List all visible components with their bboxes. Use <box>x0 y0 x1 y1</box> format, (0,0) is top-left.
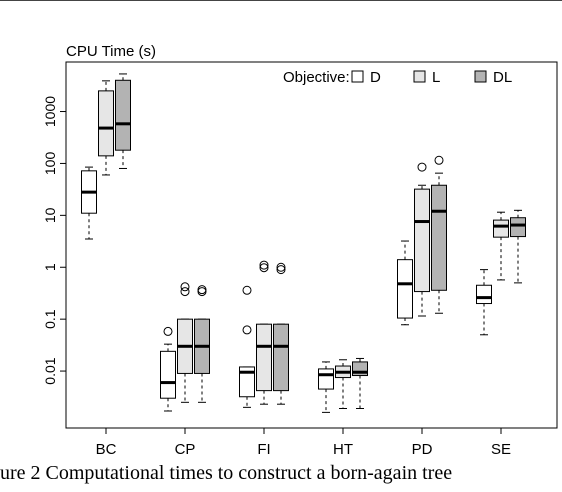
outlier-point <box>180 287 190 297</box>
outlier-point <box>259 260 269 270</box>
box-DL-PD <box>431 155 447 314</box>
outlier-point <box>242 325 252 335</box>
boxplot-chart: CPU Time (s) 0.01 0.1 1 10 100 1000 BC CP FI HT P… <box>42 43 558 458</box>
box-body <box>414 188 430 293</box>
x-axis: BC CP FI HT PD SE <box>96 428 511 458</box>
outlier-point <box>197 285 207 295</box>
x-tick-label: HT <box>333 441 353 458</box>
box-D-CP <box>160 326 176 412</box>
legend-swatch-D <box>351 70 364 83</box>
y-tick-label: 0.01 <box>42 357 58 384</box>
y-tick-label: 10 <box>42 207 58 223</box>
box-body <box>476 284 492 305</box>
legend-swatch-L <box>413 70 426 83</box>
outlier-point <box>434 155 444 165</box>
box-L-SE <box>493 211 509 281</box>
box-body <box>493 219 509 238</box>
legend-label-L: L <box>432 69 440 86</box>
outlier-point <box>197 287 207 297</box>
x-tick-label: CP <box>175 441 196 458</box>
box-D-BC <box>81 166 97 240</box>
y-axis: 0.01 0.1 1 10 100 1000 <box>42 96 66 385</box>
box-D-PD <box>397 240 413 326</box>
box-L-BC <box>98 80 114 176</box>
box-groups <box>81 73 526 413</box>
box-body <box>318 368 334 390</box>
outlier-point <box>276 265 286 275</box>
box-body <box>98 90 114 157</box>
top-border-line <box>0 0 562 1</box>
x-tick-label: FI <box>257 441 270 458</box>
y-axis-title: CPU Time (s) <box>66 43 156 60</box>
legend-title: Objective: <box>283 69 350 86</box>
box-L-CP <box>177 282 193 403</box>
box-DL-HT <box>352 357 368 410</box>
box-DL-CP <box>194 285 210 403</box>
outlier-point <box>242 285 252 295</box>
y-tick-label: 100 <box>42 152 58 176</box>
x-tick-label: SE <box>491 441 511 458</box>
box-body <box>273 323 289 392</box>
legend: Objective: D L DL <box>283 69 512 86</box>
legend-label-DL: DL <box>493 69 512 86</box>
box-DL-BC <box>115 73 131 169</box>
box-D-SE <box>476 269 492 336</box>
box-D-FI <box>239 285 255 408</box>
legend-label-D: D <box>370 69 381 86</box>
figure-caption: ure 2 Computational times to construct a… <box>0 462 453 484</box>
box-body <box>256 323 272 392</box>
outlier-point <box>163 326 173 336</box>
box-L-PD <box>414 162 430 317</box>
box-L-HT <box>335 359 351 410</box>
outlier-point <box>180 282 190 292</box>
box-L-FI <box>256 260 272 405</box>
box-body <box>239 366 255 398</box>
box-body <box>160 350 176 399</box>
outlier-point <box>259 263 269 273</box>
box-D-HT <box>318 361 334 413</box>
x-tick-label: PD <box>412 441 433 458</box>
box-body <box>397 259 413 319</box>
box-body <box>115 79 131 151</box>
outlier-point <box>417 162 427 172</box>
y-tick-label: 1000 <box>42 96 58 127</box>
x-tick-label: BC <box>96 441 117 458</box>
plot-frame <box>65 61 558 429</box>
box-body <box>431 184 447 291</box>
y-tick-label: 1 <box>42 263 58 271</box>
box-DL-SE <box>510 209 526 284</box>
outlier-point <box>276 262 286 272</box>
legend-swatch-DL <box>474 70 487 83</box>
box-body <box>510 217 526 238</box>
box-DL-FI <box>273 262 289 405</box>
y-tick-label: 0.1 <box>42 309 58 329</box>
